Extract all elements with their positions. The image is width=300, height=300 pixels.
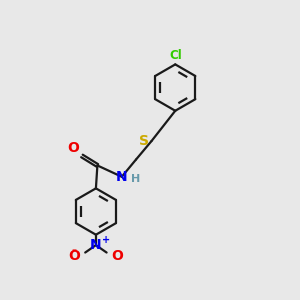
Text: -: - [71,244,76,257]
Text: O: O [68,141,80,155]
Text: O: O [112,248,124,262]
Text: H: H [131,174,140,184]
Text: S: S [139,134,149,148]
Text: Cl: Cl [169,49,182,62]
Text: +: + [102,235,110,245]
Text: O: O [68,248,80,262]
Text: N: N [116,170,128,184]
Text: N: N [90,238,102,252]
